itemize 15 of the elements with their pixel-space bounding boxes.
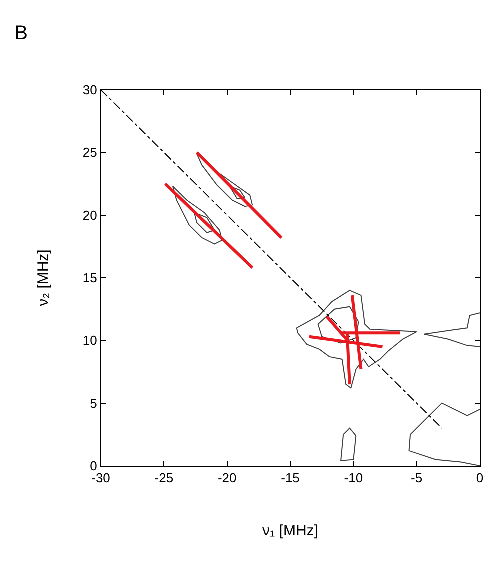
x-tick-label: -10 xyxy=(344,470,364,486)
y-tick-label: 15 xyxy=(82,270,98,286)
y-axis-title: ν₂ [MHz] xyxy=(35,250,52,306)
x-tick-label: 0 xyxy=(476,470,484,486)
y-tick-label: 20 xyxy=(82,208,98,223)
x-tick-label: -25 xyxy=(154,470,174,486)
x-tick-label: -20 xyxy=(218,470,237,486)
y-tick-label: 30 xyxy=(82,82,98,98)
x-tick-label: -15 xyxy=(281,470,300,486)
chart-title: B xyxy=(14,22,28,44)
x-tick-label: -5 xyxy=(411,470,423,486)
y-tick-label: 25 xyxy=(82,145,98,160)
x-axis-title: ν₁ [MHz] xyxy=(262,522,318,540)
y-tick-label: 10 xyxy=(82,333,98,348)
y-tick-label: 5 xyxy=(90,396,98,411)
